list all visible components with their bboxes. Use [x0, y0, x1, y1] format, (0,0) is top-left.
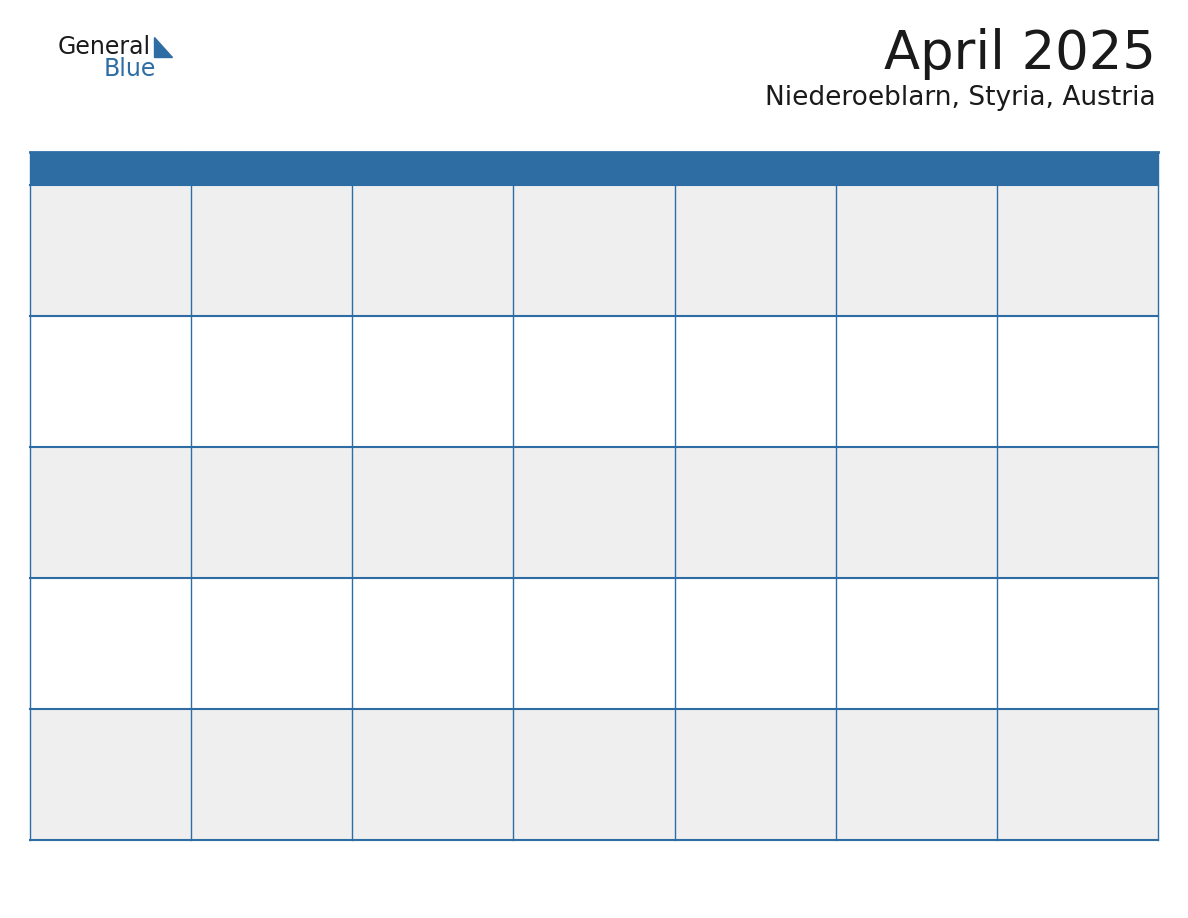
Text: 16: 16 — [520, 453, 539, 468]
Text: Sunrise: 6:06 AM
Sunset: 7:59 PM
Daylight: 13 hours
and 53 minutes.: Sunrise: 6:06 AM Sunset: 7:59 PM Dayligh… — [37, 602, 146, 669]
Text: Sunrise: 6:17 AM
Sunset: 7:51 PM
Daylight: 13 hours
and 33 minutes.: Sunrise: 6:17 AM Sunset: 7:51 PM Dayligh… — [198, 471, 308, 538]
Text: 29: 29 — [359, 715, 379, 730]
Text: 11: 11 — [842, 322, 862, 337]
Text: Sunrise: 5:53 AM
Sunset: 8:09 PM
Daylight: 14 hours
and 15 minutes.: Sunrise: 5:53 AM Sunset: 8:09 PM Dayligh… — [37, 733, 146, 800]
Text: Sunrise: 6:04 AM
Sunset: 8:00 PM
Daylight: 13 hours
and 56 minutes.: Sunrise: 6:04 AM Sunset: 8:00 PM Dayligh… — [198, 602, 308, 669]
Text: 25: 25 — [842, 584, 862, 599]
Text: Sunrise: 6:23 AM
Sunset: 7:46 PM
Daylight: 13 hours
and 23 minutes.: Sunrise: 6:23 AM Sunset: 7:46 PM Dayligh… — [842, 340, 953, 407]
Text: Sunrise: 6:31 AM
Sunset: 7:41 PM
Daylight: 13 hours
and 10 minutes.: Sunrise: 6:31 AM Sunset: 7:41 PM Dayligh… — [198, 340, 308, 407]
Text: Sunrise: 6:08 AM
Sunset: 7:58 PM
Daylight: 13 hours
and 49 minutes.: Sunrise: 6:08 AM Sunset: 7:58 PM Dayligh… — [1004, 471, 1113, 538]
Text: Sunrise: 6:19 AM
Sunset: 7:49 PM
Daylight: 13 hours
and 30 minutes.: Sunrise: 6:19 AM Sunset: 7:49 PM Dayligh… — [37, 471, 146, 538]
Text: 10: 10 — [682, 322, 701, 337]
Text: Sunrise: 6:00 AM
Sunset: 8:03 PM
Daylight: 14 hours
and 2 minutes.: Sunrise: 6:00 AM Sunset: 8:03 PM Dayligh… — [520, 602, 630, 669]
Text: Blue: Blue — [105, 57, 157, 81]
Text: Sunrise: 5:55 AM
Sunset: 8:07 PM
Daylight: 14 hours
and 12 minutes.: Sunrise: 5:55 AM Sunset: 8:07 PM Dayligh… — [1004, 602, 1113, 669]
Text: Sunrise: 6:27 AM
Sunset: 7:44 PM
Daylight: 13 hours
and 16 minutes.: Sunrise: 6:27 AM Sunset: 7:44 PM Dayligh… — [520, 340, 630, 407]
Text: Sunday: Sunday — [38, 160, 107, 177]
Text: 28: 28 — [198, 715, 217, 730]
Text: General: General — [58, 35, 151, 59]
Text: 8: 8 — [359, 322, 369, 337]
Text: Sunrise: 6:34 AM
Sunset: 7:38 PM
Daylight: 13 hours
and 3 minutes.: Sunrise: 6:34 AM Sunset: 7:38 PM Dayligh… — [1004, 209, 1113, 276]
Text: 18: 18 — [842, 453, 862, 468]
Text: 19: 19 — [1004, 453, 1023, 468]
Text: 1: 1 — [359, 191, 369, 206]
Text: Sunrise: 6:40 AM
Sunset: 7:34 PM
Daylight: 12 hours
and 53 minutes.: Sunrise: 6:40 AM Sunset: 7:34 PM Dayligh… — [520, 209, 630, 276]
Text: 6: 6 — [37, 322, 46, 337]
Text: 15: 15 — [359, 453, 379, 468]
Text: 21: 21 — [198, 584, 217, 599]
Text: Sunrise: 6:15 AM
Sunset: 7:52 PM
Daylight: 13 hours
and 36 minutes.: Sunrise: 6:15 AM Sunset: 7:52 PM Dayligh… — [359, 471, 469, 538]
Text: 3: 3 — [682, 191, 691, 206]
Text: Sunrise: 6:36 AM
Sunset: 7:36 PM
Daylight: 13 hours
and 0 minutes.: Sunrise: 6:36 AM Sunset: 7:36 PM Dayligh… — [842, 209, 953, 276]
Text: 17: 17 — [682, 453, 701, 468]
Text: Thursday: Thursday — [683, 160, 769, 177]
Text: Saturday: Saturday — [1005, 160, 1089, 177]
Text: 12: 12 — [1004, 322, 1023, 337]
Text: Tuesday: Tuesday — [360, 160, 436, 177]
Text: Sunrise: 6:02 AM
Sunset: 8:02 PM
Daylight: 13 hours
and 59 minutes.: Sunrise: 6:02 AM Sunset: 8:02 PM Dayligh… — [359, 602, 469, 669]
Text: 13: 13 — [37, 453, 56, 468]
Text: Sunrise: 5:48 AM
Sunset: 8:13 PM
Daylight: 14 hours
and 24 minutes.: Sunrise: 5:48 AM Sunset: 8:13 PM Dayligh… — [520, 733, 630, 800]
Text: 30: 30 — [520, 715, 539, 730]
Text: Friday: Friday — [843, 160, 902, 177]
Text: Monday: Monday — [200, 160, 272, 177]
Text: 23: 23 — [520, 584, 539, 599]
Text: Sunrise: 5:52 AM
Sunset: 8:10 PM
Daylight: 14 hours
and 18 minutes.: Sunrise: 5:52 AM Sunset: 8:10 PM Dayligh… — [198, 733, 308, 800]
Text: 4: 4 — [842, 191, 852, 206]
Polygon shape — [154, 37, 172, 57]
Text: Sunrise: 6:32 AM
Sunset: 7:39 PM
Daylight: 13 hours
and 6 minutes.: Sunrise: 6:32 AM Sunset: 7:39 PM Dayligh… — [37, 340, 146, 407]
Text: Sunrise: 6:09 AM
Sunset: 7:56 PM
Daylight: 13 hours
and 46 minutes.: Sunrise: 6:09 AM Sunset: 7:56 PM Dayligh… — [842, 471, 953, 538]
Text: Sunrise: 5:57 AM
Sunset: 8:06 PM
Daylight: 14 hours
and 9 minutes.: Sunrise: 5:57 AM Sunset: 8:06 PM Dayligh… — [842, 602, 953, 669]
Text: 9: 9 — [520, 322, 530, 337]
Text: 5: 5 — [1004, 191, 1013, 206]
Text: Wednesday: Wednesday — [522, 160, 628, 177]
Text: Sunrise: 6:29 AM
Sunset: 7:42 PM
Daylight: 13 hours
and 13 minutes.: Sunrise: 6:29 AM Sunset: 7:42 PM Dayligh… — [359, 340, 469, 407]
Text: 7: 7 — [198, 322, 208, 337]
Text: 27: 27 — [37, 715, 56, 730]
Text: 14: 14 — [198, 453, 217, 468]
Text: Sunrise: 6:25 AM
Sunset: 7:45 PM
Daylight: 13 hours
and 20 minutes.: Sunrise: 6:25 AM Sunset: 7:45 PM Dayligh… — [682, 340, 791, 407]
Text: Sunrise: 6:13 AM
Sunset: 7:53 PM
Daylight: 13 hours
and 40 minutes.: Sunrise: 6:13 AM Sunset: 7:53 PM Dayligh… — [520, 471, 630, 538]
Text: 24: 24 — [682, 584, 701, 599]
Text: 20: 20 — [37, 584, 56, 599]
Text: Sunrise: 5:59 AM
Sunset: 8:05 PM
Daylight: 14 hours
and 5 minutes.: Sunrise: 5:59 AM Sunset: 8:05 PM Dayligh… — [682, 602, 791, 669]
Text: Sunrise: 6:38 AM
Sunset: 7:35 PM
Daylight: 12 hours
and 56 minutes.: Sunrise: 6:38 AM Sunset: 7:35 PM Dayligh… — [682, 209, 791, 276]
Text: Niederoeblarn, Styria, Austria: Niederoeblarn, Styria, Austria — [765, 85, 1156, 111]
Text: Sunrise: 5:50 AM
Sunset: 8:12 PM
Daylight: 14 hours
and 21 minutes.: Sunrise: 5:50 AM Sunset: 8:12 PM Dayligh… — [359, 733, 469, 800]
Text: 2: 2 — [520, 191, 530, 206]
Text: Sunrise: 6:21 AM
Sunset: 7:48 PM
Daylight: 13 hours
and 26 minutes.: Sunrise: 6:21 AM Sunset: 7:48 PM Dayligh… — [1004, 340, 1113, 407]
Text: 22: 22 — [359, 584, 379, 599]
Text: Sunrise: 6:11 AM
Sunset: 7:55 PM
Daylight: 13 hours
and 43 minutes.: Sunrise: 6:11 AM Sunset: 7:55 PM Dayligh… — [682, 471, 791, 538]
Text: Sunrise: 6:42 AM
Sunset: 7:32 PM
Daylight: 12 hours
and 49 minutes.: Sunrise: 6:42 AM Sunset: 7:32 PM Dayligh… — [359, 209, 469, 276]
Text: April 2025: April 2025 — [884, 28, 1156, 80]
Text: 26: 26 — [1004, 584, 1023, 599]
